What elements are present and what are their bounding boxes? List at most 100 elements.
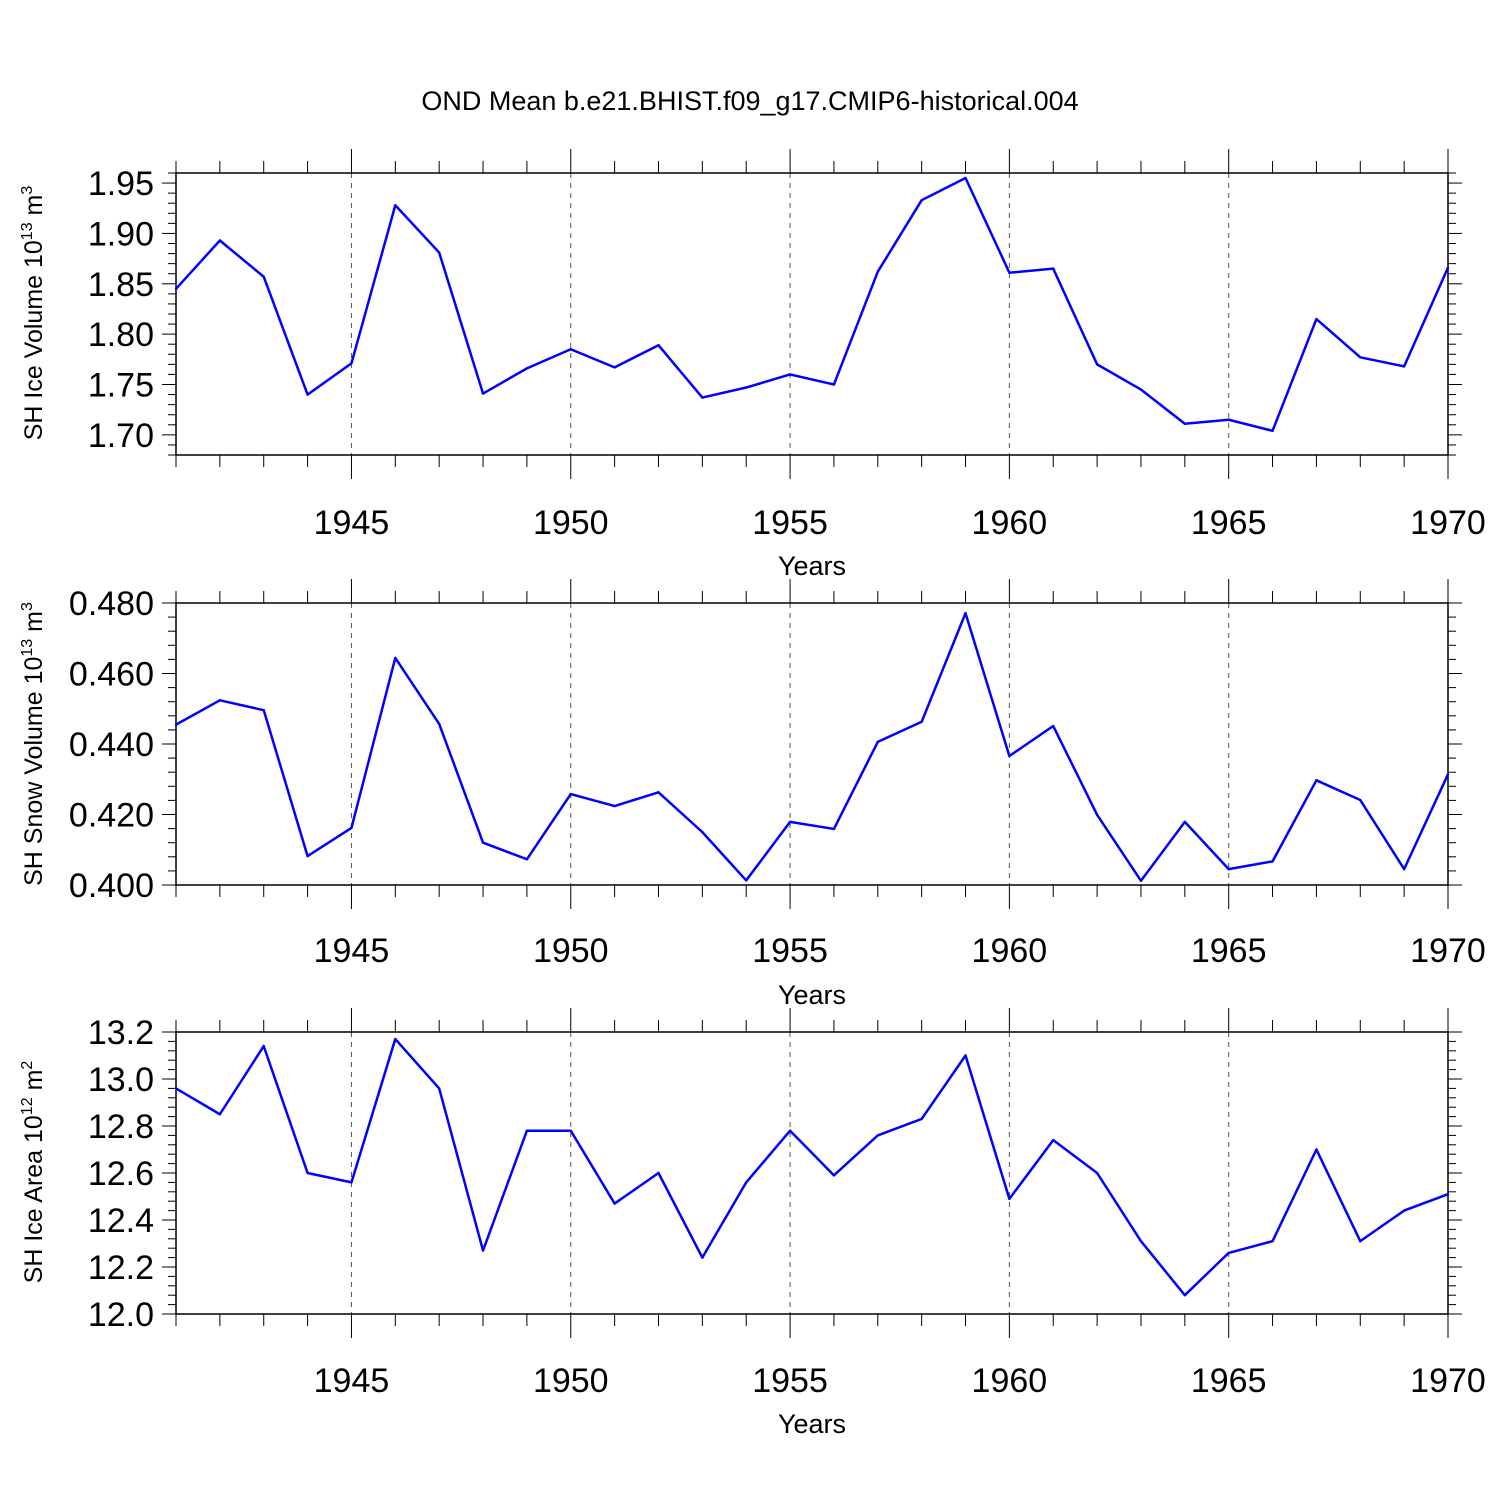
data-point bbox=[657, 344, 660, 347]
y-axis-title: SH Snow Volume 1013 m3 bbox=[19, 602, 48, 886]
data-point bbox=[262, 275, 265, 278]
y-tick-label: 1.70 bbox=[88, 417, 154, 455]
data-point bbox=[1095, 1171, 1099, 1175]
data-point bbox=[1008, 1197, 1011, 1201]
data-point bbox=[1227, 1251, 1230, 1255]
data-point bbox=[1008, 271, 1011, 274]
data-point bbox=[569, 348, 572, 351]
data-point bbox=[1271, 1239, 1274, 1243]
data-point bbox=[1052, 267, 1055, 270]
data-point bbox=[525, 858, 529, 861]
data-point bbox=[218, 239, 222, 242]
data-point bbox=[350, 362, 353, 365]
y-axis-title-exp: 13 bbox=[19, 222, 36, 240]
data-point bbox=[262, 1044, 265, 1048]
plot-frame bbox=[175, 172, 1449, 456]
y-axis-title-prefix: SH Ice Volume 10 bbox=[20, 240, 48, 440]
data-point bbox=[306, 1171, 309, 1175]
x-tick-label: 1950 bbox=[533, 1362, 609, 1400]
x-axis-title: Years bbox=[778, 1409, 846, 1439]
data-point bbox=[1446, 773, 1450, 776]
data-point bbox=[437, 722, 441, 726]
data-point bbox=[1052, 724, 1055, 728]
data-point bbox=[920, 1117, 923, 1121]
data-point bbox=[1446, 1192, 1450, 1196]
data-point bbox=[1095, 363, 1099, 366]
data-point bbox=[1402, 365, 1406, 368]
data-point bbox=[1183, 1294, 1187, 1297]
data-point bbox=[788, 1129, 792, 1132]
y-tick-label: 0.400 bbox=[69, 867, 154, 905]
data-point bbox=[832, 827, 836, 831]
y-tick-label: 0.420 bbox=[69, 797, 154, 835]
x-tick-label: 1945 bbox=[314, 1362, 390, 1400]
data-point bbox=[876, 740, 879, 744]
y-tick-label: 12.8 bbox=[88, 1108, 154, 1146]
x-tick-label: 1955 bbox=[752, 1362, 828, 1400]
data-point bbox=[701, 1256, 704, 1259]
data-point bbox=[745, 879, 748, 882]
y-axis-title-unit: m bbox=[20, 1070, 48, 1098]
series-line-1-1 bbox=[175, 176, 1450, 433]
data-point bbox=[964, 1054, 967, 1057]
data-point bbox=[657, 1171, 660, 1175]
y-tick-label: 13.0 bbox=[88, 1061, 154, 1099]
data-point bbox=[832, 383, 836, 386]
data-point bbox=[1227, 867, 1230, 871]
plot-frame bbox=[175, 1031, 1449, 1315]
y-axis-title-unit: m bbox=[20, 611, 48, 639]
data-point bbox=[1271, 429, 1274, 433]
data-point bbox=[1183, 820, 1187, 824]
data-point bbox=[1359, 798, 1362, 802]
data-point bbox=[394, 1037, 397, 1041]
data-point bbox=[1359, 356, 1362, 359]
y-axis-title-unit-exp: 3 bbox=[19, 602, 36, 611]
data-point bbox=[788, 820, 792, 824]
data-point bbox=[920, 720, 923, 723]
x-axis-title: Years bbox=[778, 980, 846, 1010]
data-point bbox=[394, 656, 397, 660]
y-axis-title-unit-exp: 2 bbox=[19, 1061, 36, 1070]
x-tick-label: 1970 bbox=[1410, 504, 1486, 542]
data-point bbox=[262, 708, 265, 712]
x-tick-label: 1965 bbox=[1191, 504, 1267, 542]
data-point bbox=[437, 251, 441, 254]
y-axis-title-exp: 12 bbox=[19, 1097, 36, 1115]
y-axis-title-prefix: SH Snow Volume 10 bbox=[20, 657, 48, 886]
chart-title: OND Mean b.e21.BHIST.f09_g17.CMIP6-histo… bbox=[421, 86, 1078, 116]
y-tick-label: 12.6 bbox=[88, 1155, 154, 1193]
data-point bbox=[1095, 813, 1099, 817]
data-point bbox=[832, 1174, 836, 1177]
data-point bbox=[1315, 1148, 1318, 1151]
chart-panel-3: 12.0 12.2 12.4 12.6 12.8 13.0 13.2 1945 1950 1955… bbox=[19, 1008, 1486, 1439]
data-point bbox=[437, 1087, 441, 1090]
data-point bbox=[1052, 1138, 1055, 1142]
y-axis-title: SH Ice Volume 1013 m3 bbox=[19, 186, 48, 441]
data-point bbox=[174, 723, 178, 726]
x-tick-label: 1950 bbox=[533, 932, 609, 970]
data-point bbox=[701, 396, 704, 399]
chart-panel-1: 1.70 1.75 1.80 1.85 1.90 1.95 1945 1950 1955 1960… bbox=[19, 149, 1486, 581]
y-tick-label: 12.4 bbox=[88, 1202, 154, 1240]
y-tick-label: 1.80 bbox=[88, 316, 154, 354]
y-tick-label: 1.90 bbox=[88, 215, 154, 253]
data-point bbox=[876, 1134, 879, 1137]
data-point bbox=[613, 366, 616, 369]
data-point bbox=[218, 699, 222, 702]
y-tick-label: 0.440 bbox=[69, 726, 154, 764]
data-point bbox=[657, 791, 660, 794]
data-point bbox=[481, 392, 485, 395]
x-tick-label: 1950 bbox=[533, 504, 609, 542]
y-axis-title-exp: 13 bbox=[19, 639, 36, 657]
y-tick-label: 1.85 bbox=[88, 266, 154, 304]
data-point bbox=[1008, 754, 1011, 758]
data-point bbox=[306, 393, 309, 396]
data-point bbox=[525, 1129, 529, 1132]
data-point bbox=[1227, 418, 1230, 421]
x-axis-title: Years bbox=[778, 551, 846, 581]
plot-frame bbox=[175, 602, 1449, 886]
y-tick-label: 12.2 bbox=[88, 1249, 154, 1287]
data-point bbox=[1402, 1209, 1406, 1212]
series-line-3-1 bbox=[175, 1037, 1449, 1297]
data-point bbox=[218, 1113, 222, 1116]
